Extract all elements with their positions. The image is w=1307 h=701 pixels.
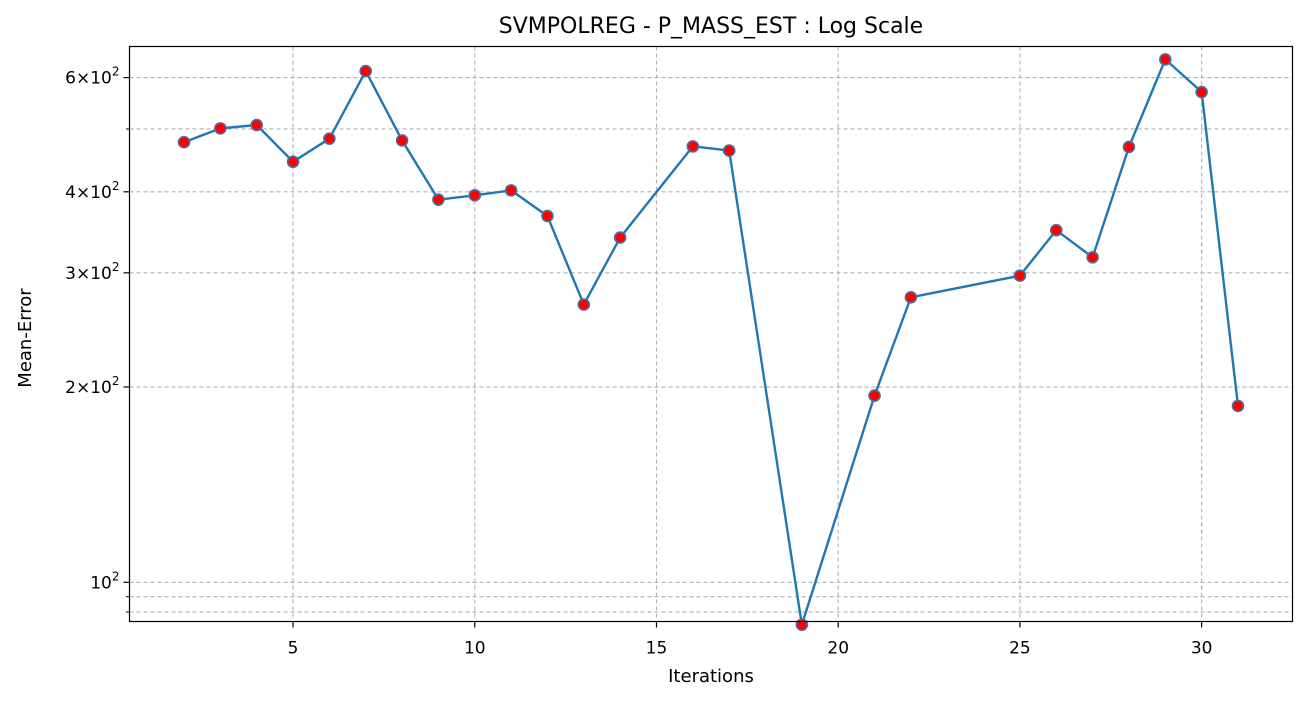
data-point <box>577 298 591 311</box>
y-tick-exponent: 2 <box>112 179 120 193</box>
y-tick-mantissa: 4× <box>65 183 90 203</box>
data-point <box>286 155 300 169</box>
y-tick-label: 102 <box>90 569 119 593</box>
data-point <box>868 389 881 402</box>
x-tick-label: 15 <box>646 639 668 659</box>
x-axis-label: Iterations <box>668 666 754 687</box>
y-tick-label: 6×102 <box>65 65 119 89</box>
x-tick-label: 25 <box>1009 639 1031 659</box>
y-tick-mantissa: 2× <box>65 378 90 398</box>
data-point <box>504 184 518 197</box>
grid <box>129 46 1293 622</box>
chart-title: SVMPOLREG - P_MASS_EST : Log Scale <box>499 14 923 39</box>
y-tick-base: 10 <box>90 264 112 284</box>
plot-frame <box>128 45 1294 623</box>
y-tick-label: 4×102 <box>65 179 119 203</box>
data-point <box>722 144 736 157</box>
y-tick-exponent: 2 <box>112 65 120 79</box>
y-tick-mantissa: 6× <box>65 69 90 89</box>
data-point <box>613 231 627 244</box>
data-point <box>1122 140 1136 154</box>
data-point <box>1231 399 1245 413</box>
x-tick-label: 5 <box>288 639 299 659</box>
y-tick-base: 10 <box>90 573 112 593</box>
y-tick-base: 10 <box>90 183 112 203</box>
x-tick-label: 10 <box>464 639 486 659</box>
y-tick-exponent: 2 <box>112 374 120 388</box>
data-point <box>395 134 409 147</box>
x-tick-label: 20 <box>827 639 849 659</box>
y-tick-exponent: 2 <box>112 569 120 583</box>
data-point <box>1049 223 1063 237</box>
data-point <box>468 189 482 202</box>
y-tick-base: 10 <box>90 378 112 398</box>
data-point <box>686 140 700 153</box>
data-point <box>359 64 373 78</box>
data-point <box>1086 250 1099 264</box>
y-axis-label: Mean-Error <box>15 288 36 388</box>
data-point <box>177 135 191 149</box>
data-point <box>1158 53 1172 66</box>
y-tick-label: 2×102 <box>65 374 119 398</box>
x-tick-label: 30 <box>1191 639 1213 659</box>
data-point <box>250 118 264 132</box>
data-point <box>1195 85 1208 99</box>
data-point <box>432 193 445 206</box>
y-tick-label: 3×102 <box>65 260 119 284</box>
data-point <box>214 122 227 135</box>
data-point <box>541 209 554 223</box>
data-point <box>323 132 336 145</box>
y-tick-base: 10 <box>90 69 112 89</box>
data-point <box>1013 269 1027 282</box>
data-markers <box>177 53 1245 632</box>
y-tick-exponent: 2 <box>112 260 120 274</box>
y-tick-mantissa: 3× <box>65 264 90 284</box>
data-point <box>904 291 918 304</box>
